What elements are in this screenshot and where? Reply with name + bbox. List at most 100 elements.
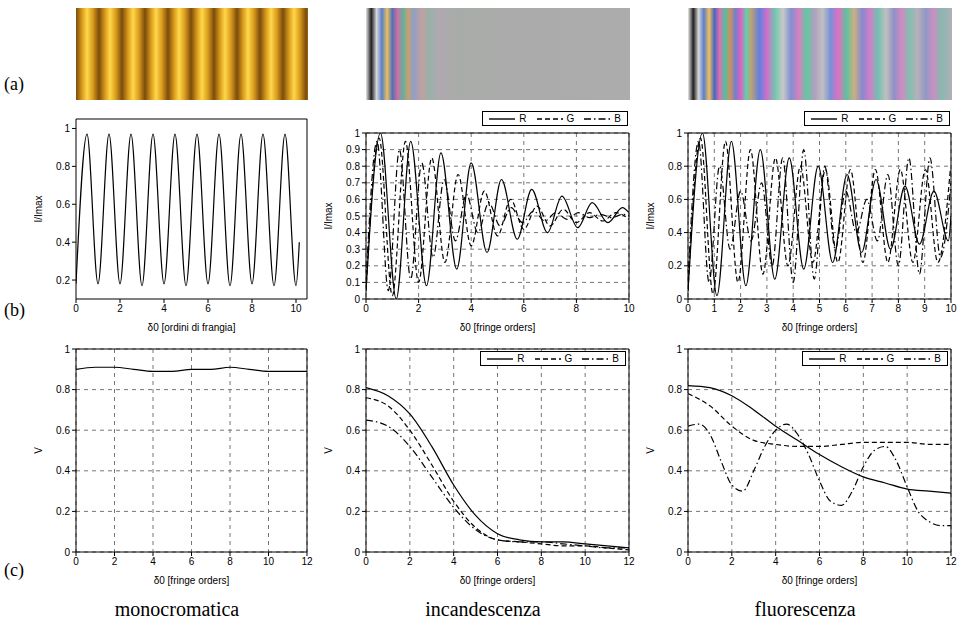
svg-text:1: 1 xyxy=(354,344,360,355)
svg-text:δ0 [fringe orders]: δ0 [fringe orders] xyxy=(782,322,858,333)
svg-text:0.2: 0.2 xyxy=(668,260,682,271)
svg-text:δ0 [fringe orders]: δ0 [fringe orders] xyxy=(460,322,536,333)
svg-text:12: 12 xyxy=(301,556,313,567)
svg-text:0.9: 0.9 xyxy=(346,144,360,155)
svg-text:V: V xyxy=(324,447,334,454)
html-text:(a): (a) xyxy=(4,74,24,94)
svg-text:0.4: 0.4 xyxy=(346,227,360,238)
svg-text:0.7: 0.7 xyxy=(346,177,360,188)
svg-text:8: 8 xyxy=(539,556,545,567)
svg-text:2: 2 xyxy=(738,303,744,314)
svg-text:0.8: 0.8 xyxy=(346,384,360,395)
svg-text:0.4: 0.4 xyxy=(56,465,70,476)
svg-text:0.4: 0.4 xyxy=(346,465,360,476)
svg-text:2: 2 xyxy=(407,556,413,567)
svg-text:0.2: 0.2 xyxy=(346,260,360,271)
svg-text:1: 1 xyxy=(712,303,718,314)
svg-text:0: 0 xyxy=(676,294,682,305)
svg-text:δ0 [fringe orders]: δ0 [fringe orders] xyxy=(460,575,536,586)
svg-text:0.8: 0.8 xyxy=(668,384,682,395)
svg-text:2: 2 xyxy=(416,303,422,314)
svg-text:0: 0 xyxy=(685,556,691,567)
svg-text:δ0 [fringe orders]: δ0 [fringe orders] xyxy=(154,575,230,586)
svg-text:10: 10 xyxy=(263,556,275,567)
svg-text:0.6: 0.6 xyxy=(56,425,70,436)
svg-text:I/Imax: I/Imax xyxy=(646,202,656,229)
svg-text:0.6: 0.6 xyxy=(56,199,70,210)
svg-text:0.6: 0.6 xyxy=(668,425,682,436)
svg-text:1: 1 xyxy=(676,128,682,139)
svg-text:I/Imax: I/Imax xyxy=(34,195,44,222)
svg-text:2: 2 xyxy=(729,556,735,567)
svg-text:0: 0 xyxy=(73,303,79,314)
svg-text:0.6: 0.6 xyxy=(346,425,360,436)
svg-text:6: 6 xyxy=(521,303,527,314)
html-text:fluorescenza: fluorescenza xyxy=(754,598,856,620)
svg-text:δ0 [ordini di frangia]: δ0 [ordini di frangia] xyxy=(148,322,236,333)
svg-text:2: 2 xyxy=(112,556,118,567)
svg-text:0.2: 0.2 xyxy=(56,275,70,286)
svg-text:δ0 [fringe orders]: δ0 [fringe orders] xyxy=(782,575,858,586)
svg-text:8: 8 xyxy=(249,303,255,314)
svg-text:0.8: 0.8 xyxy=(346,161,360,172)
svg-text:0: 0 xyxy=(363,303,369,314)
svg-text:10: 10 xyxy=(945,303,957,314)
svg-text:10: 10 xyxy=(580,556,592,567)
svg-text:4: 4 xyxy=(468,303,474,314)
svg-text:8: 8 xyxy=(574,303,580,314)
html-text:monocromatica: monocromatica xyxy=(114,598,240,620)
svg-text:V: V xyxy=(34,447,44,454)
svg-text:6: 6 xyxy=(205,303,211,314)
svg-text:0: 0 xyxy=(73,556,79,567)
svg-text:0.6: 0.6 xyxy=(346,194,360,205)
svg-text:10: 10 xyxy=(290,303,302,314)
svg-text:0.8: 0.8 xyxy=(668,161,682,172)
svg-text:3: 3 xyxy=(764,303,770,314)
html-text:incandescenza: incandescenza xyxy=(425,598,541,620)
svg-text:4: 4 xyxy=(161,303,167,314)
svg-text:I/Imax: I/Imax xyxy=(324,202,334,229)
svg-text:7: 7 xyxy=(869,303,875,314)
svg-text:0.8: 0.8 xyxy=(56,384,70,395)
svg-text:0: 0 xyxy=(685,303,691,314)
svg-text:0.2: 0.2 xyxy=(668,506,682,517)
svg-text:6: 6 xyxy=(495,556,501,567)
svg-text:9: 9 xyxy=(922,303,928,314)
svg-text:0.5: 0.5 xyxy=(346,211,360,222)
svg-text:0: 0 xyxy=(363,556,369,567)
svg-text:0.3: 0.3 xyxy=(346,244,360,255)
svg-text:10: 10 xyxy=(902,556,914,567)
svg-text:0: 0 xyxy=(64,547,70,558)
svg-text:6: 6 xyxy=(817,556,823,567)
svg-text:10: 10 xyxy=(623,303,635,314)
svg-text:1: 1 xyxy=(676,344,682,355)
svg-text:4: 4 xyxy=(451,556,457,567)
svg-text:1: 1 xyxy=(64,123,70,134)
svg-text:5: 5 xyxy=(817,303,823,314)
svg-text:0.4: 0.4 xyxy=(56,237,70,248)
svg-text:0.4: 0.4 xyxy=(668,227,682,238)
svg-text:0.4: 0.4 xyxy=(668,465,682,476)
svg-text:0: 0 xyxy=(676,547,682,558)
svg-text:0.8: 0.8 xyxy=(56,161,70,172)
svg-text:8: 8 xyxy=(861,556,867,567)
svg-text:4: 4 xyxy=(790,303,796,314)
svg-text:0.2: 0.2 xyxy=(346,506,360,517)
svg-text:4: 4 xyxy=(150,556,156,567)
svg-text:1: 1 xyxy=(64,344,70,355)
svg-text:12: 12 xyxy=(623,556,635,567)
svg-text:V: V xyxy=(646,447,656,454)
svg-text:8: 8 xyxy=(896,303,902,314)
svg-text:2: 2 xyxy=(117,303,123,314)
svg-text:0: 0 xyxy=(354,294,360,305)
svg-text:12: 12 xyxy=(945,556,957,567)
svg-text:1: 1 xyxy=(354,128,360,139)
svg-text:0: 0 xyxy=(354,547,360,558)
svg-text:8: 8 xyxy=(227,556,233,567)
svg-text:6: 6 xyxy=(189,556,195,567)
svg-text:4: 4 xyxy=(773,556,779,567)
svg-text:0.2: 0.2 xyxy=(56,506,70,517)
svg-text:0.1: 0.1 xyxy=(346,277,360,288)
svg-text:6: 6 xyxy=(843,303,849,314)
svg-text:0.6: 0.6 xyxy=(668,194,682,205)
